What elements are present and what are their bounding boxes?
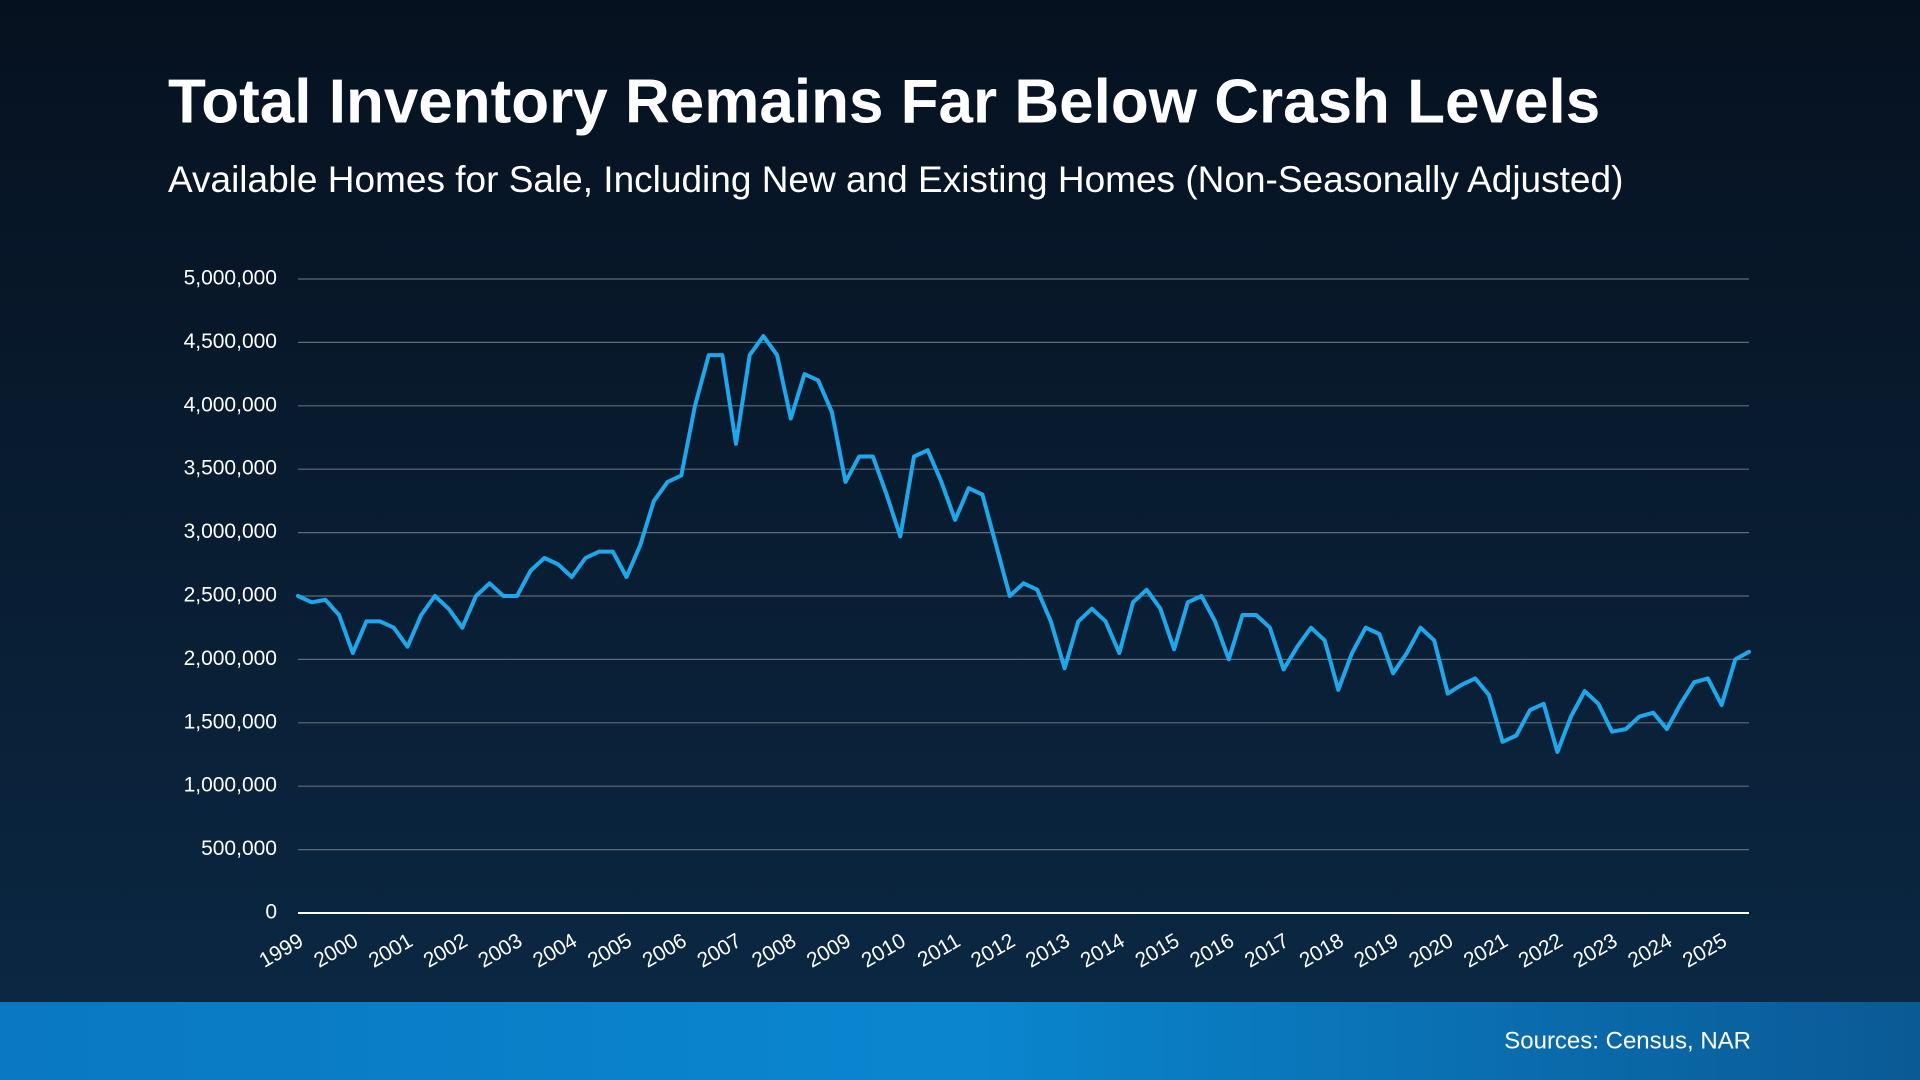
source: Sources: Census, NAR: [1504, 1027, 1751, 1054]
y-tick-label: 2,500,000: [184, 584, 277, 607]
y-tick-label: 4,500,000: [184, 330, 277, 353]
y-tick-label: 2,000,000: [184, 647, 277, 670]
y-tick-label: 5,000,000: [184, 267, 277, 290]
y-tick-label: 500,000: [201, 837, 277, 860]
y-tick-label: 1,500,000: [184, 710, 277, 733]
background: [0, 0, 1920, 1002]
y-tick-label: 0: [265, 901, 277, 924]
chart-subtitle: Available Homes for Sale, Including New …: [168, 159, 1623, 200]
data-line: [296, 334, 1751, 754]
y-tick-label: 4,000,000: [184, 393, 277, 416]
y-tick-label: 3,000,000: [184, 520, 277, 543]
chart-title: Total Inventory Remains Far Below Crash …: [168, 67, 1600, 136]
y-tick-label: 1,000,000: [184, 774, 277, 797]
y-tick-label: 3,500,000: [184, 457, 277, 480]
footer-band: [0, 1002, 1920, 1080]
